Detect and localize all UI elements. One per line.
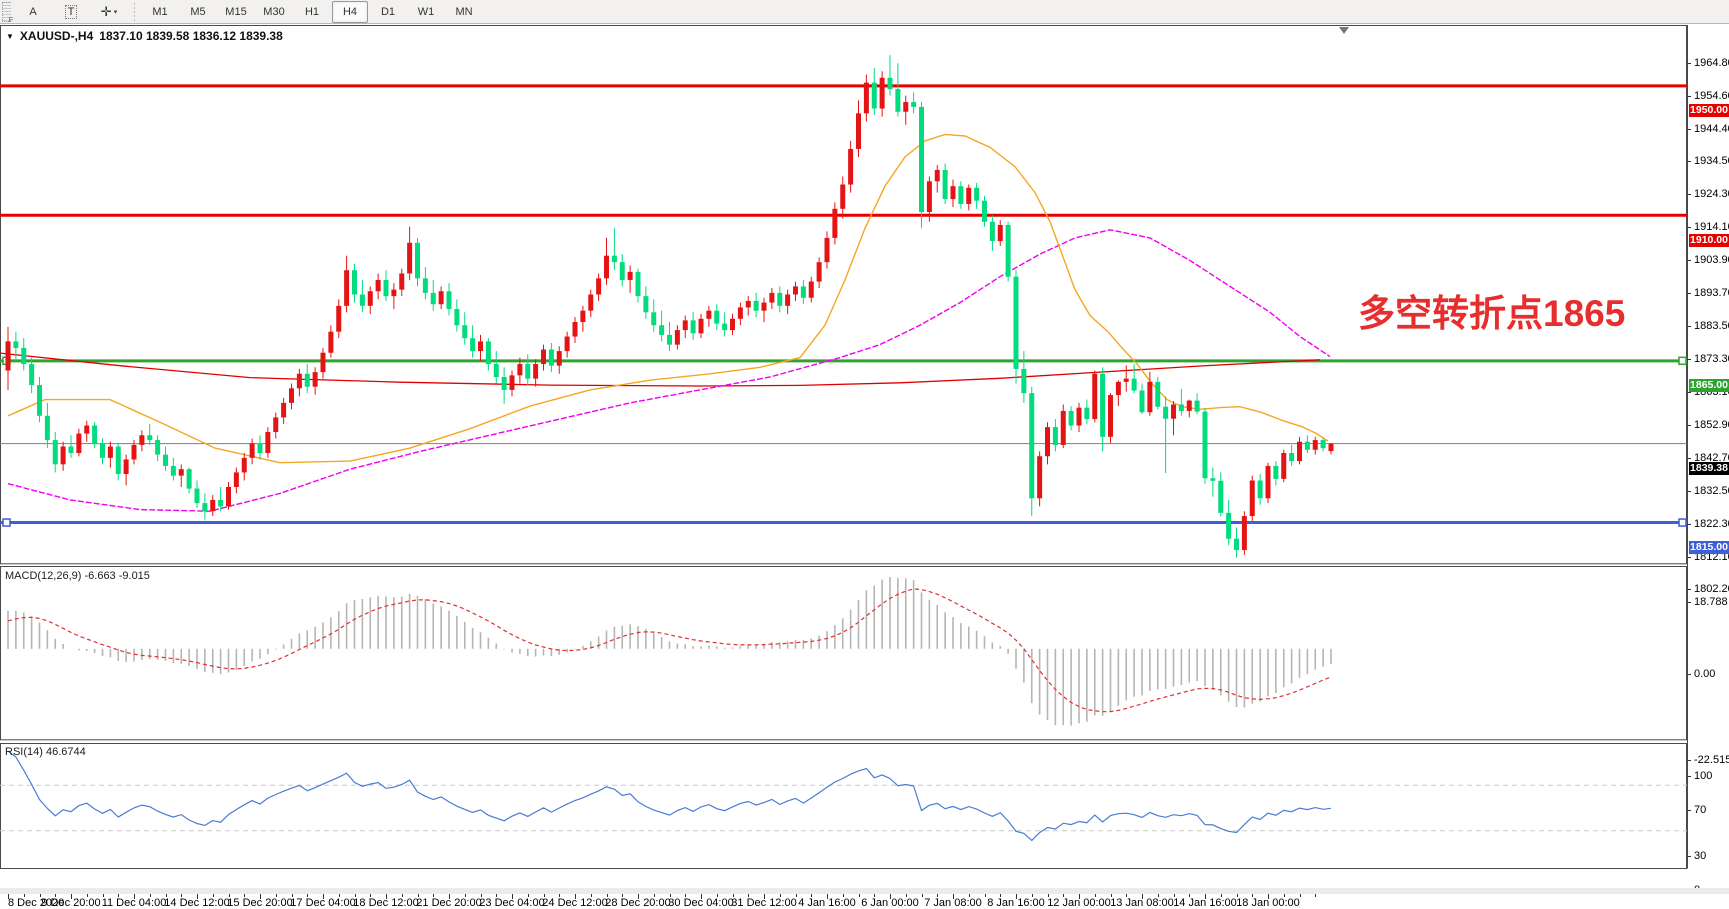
line-handle[interactable] [2,518,11,527]
move-icon: ✛ [100,3,112,19]
tf-button-mn[interactable]: MN [455,5,473,18]
macd-signal-line [7,588,1332,713]
toolbar: F A T ✛ ▾ M1 M5 M15 M30 H1 H4 D1 W1 MN [0,0,1729,24]
price-tick-label: 1883.50 [1694,319,1729,332]
macd-tick-label: 0.00 [1694,667,1716,680]
window-bottom-strip [0,888,1729,894]
macd-tick-label: -22.515 [1694,753,1729,766]
panel-border [0,25,1687,565]
price-tick-label: 1964.80 [1694,57,1729,69]
price-tick-label: 1832.50 [1694,484,1729,497]
macd-values: -6.663 -9.015 [84,570,150,582]
price-tick-label: 1852.90 [1694,418,1729,431]
price-badge-1910.00: 1910.00 [1689,233,1729,247]
text-button[interactable]: T [53,1,89,23]
chart-title: ▼ XAUUSD-,H4 1837.10 1839.58 1836.12 183… [6,29,283,43]
timeframe-buttons: M1 M5 M15 M30 H1 H4 D1 W1 MN [142,0,482,23]
price-tick-label: 1822.30 [1694,517,1729,530]
tf-button-h1[interactable]: H1 [304,5,320,18]
rsi-tick-label: 100 [1694,770,1713,782]
price-tick-label: 1842.70 [1694,451,1729,464]
price-badge-1815.00: 1815.00 [1689,541,1729,555]
macd-indicator-label: MACD(12,26,9) -6.663 -9.015 [5,570,150,582]
toolbar-separator [134,2,135,21]
tf-button-m30[interactable]: M30 [263,5,285,18]
macd-name: MACD(12,26,9) [5,570,82,582]
chart-canvas[interactable] [0,25,1729,894]
price-tick-label: 1873.30 [1694,352,1729,365]
macd-histogram [7,576,1332,726]
price-tick-label: 1802.20 [1694,582,1729,595]
tf-button-d1[interactable]: D1 [380,5,396,18]
ma-orange-line [7,133,1329,464]
symbol-label: XAUUSD-,H4 [19,29,94,43]
line-handle[interactable] [1678,356,1687,366]
tf-button-m5[interactable]: M5 [190,5,206,18]
chart-shift-marker-icon[interactable] [1339,27,1349,34]
rsi-tick-label: 30 [1694,849,1707,862]
annotation-text[interactable]: 多空转折点1865 [1358,293,1626,334]
toolbar-grip-icon[interactable]: F [2,1,13,24]
price-badge-1839.38: 1839.38 [1689,462,1729,476]
macd-tick-label: 18.788 [1694,595,1728,608]
caret-down-icon: ▾ [113,8,118,16]
rsi-tick-label: 70 [1694,804,1707,817]
price-badge-1865.00: 1865.00 [1689,379,1729,393]
tf-button-m1[interactable]: M1 [152,5,168,18]
tool-buttons: A T ✛ ▾ [15,1,127,23]
font-button[interactable]: A [29,5,37,18]
candles [5,55,1334,558]
panel-border [0,743,1687,869]
ohlc-values: 1837.10 1839.58 1836.12 1839.38 [99,29,283,43]
price-tick-label: 1924.30 [1694,188,1729,200]
price-tick-label: 1934.50 [1694,155,1729,167]
line-handle[interactable] [1678,518,1687,527]
level-lines[interactable] [0,84,1687,527]
tf-button-w1[interactable]: W1 [417,5,435,18]
tf-button-m15[interactable]: M15 [225,5,247,18]
move-tool-button[interactable]: ✛ ▾ [91,1,127,23]
tf-button-h4[interactable]: H4 [332,0,368,23]
price-tick-label: 1944.40 [1694,122,1729,135]
price-tick-label: 1903.90 [1694,253,1729,266]
panel-border [0,566,1687,741]
price-tick-label: 1914.10 [1694,220,1729,233]
rsi-indicator-label: RSI(14) 46.6744 [5,746,86,758]
ma-red-line [0,352,1321,387]
price-badge-1950.00: 1950.00 [1689,104,1729,118]
rsi-line [7,750,1332,842]
rsi-value: 46.6744 [45,746,86,758]
ma-magenta-line [7,229,1331,512]
rsi-name: RSI(14) [5,746,43,758]
chevron-down-icon[interactable]: ▼ [6,31,14,41]
price-tick-label: 1954.60 [1694,89,1729,102]
chart-area: ▼ XAUUSD-,H4 1837.10 1839.58 1836.12 183… [0,25,1729,909]
price-tick-label: 1893.70 [1694,286,1729,299]
